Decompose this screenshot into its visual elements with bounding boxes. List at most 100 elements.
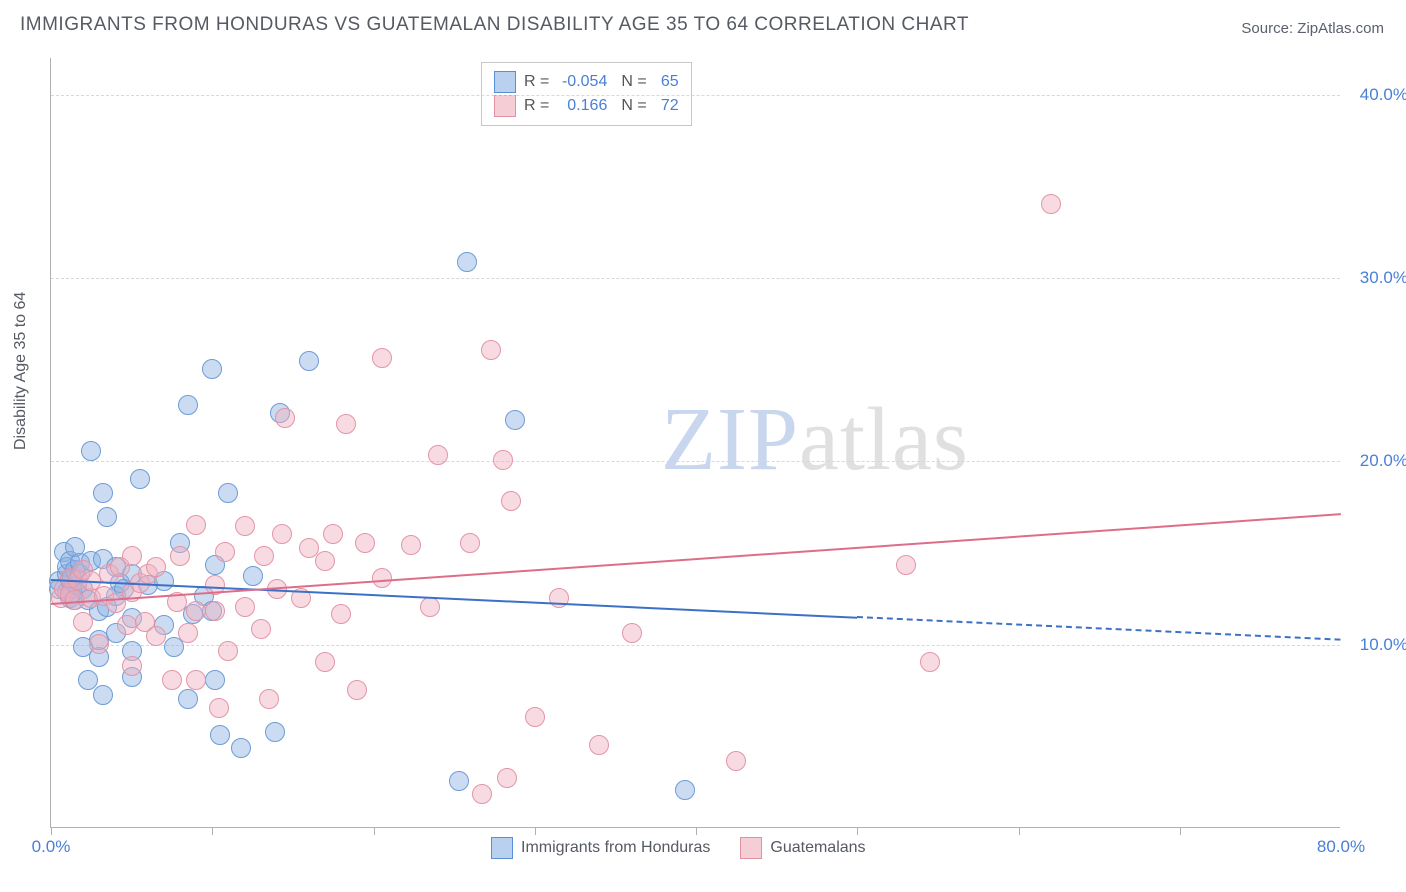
data-point (170, 546, 190, 566)
watermark-zip: ZIP (661, 390, 799, 489)
data-point (896, 555, 916, 575)
x-tick (535, 827, 536, 835)
n-label: N = (621, 73, 646, 91)
x-tick (1180, 827, 1181, 835)
x-tick (51, 827, 52, 835)
data-point (497, 768, 517, 788)
x-tick (857, 827, 858, 835)
source-link[interactable]: ZipAtlas.com (1297, 20, 1384, 37)
r-label: R = (524, 97, 549, 115)
data-point (218, 641, 238, 661)
data-point (449, 771, 469, 791)
source-attribution: Source: ZipAtlas.com (1241, 20, 1384, 37)
data-point (122, 656, 142, 676)
data-point (210, 725, 230, 745)
watermark-atlas: atlas (799, 390, 969, 489)
data-point (89, 634, 109, 654)
x-tick (374, 827, 375, 835)
data-point (73, 612, 93, 632)
legend-label: Immigrants from Honduras (521, 839, 710, 857)
data-point (428, 445, 448, 465)
r-value: -0.054 (557, 73, 607, 91)
data-point (231, 738, 251, 758)
x-tick (696, 827, 697, 835)
legend-swatch (491, 837, 513, 859)
data-point (178, 395, 198, 415)
data-point (481, 340, 501, 360)
data-point (146, 557, 166, 577)
data-point (726, 751, 746, 771)
x-tick (1019, 827, 1020, 835)
data-point (93, 483, 113, 503)
data-point (130, 469, 150, 489)
data-point (525, 707, 545, 727)
trend-line (857, 616, 1341, 641)
data-point (372, 568, 392, 588)
data-point (93, 685, 113, 705)
data-point (622, 623, 642, 643)
n-label: N = (621, 97, 646, 115)
data-point (259, 689, 279, 709)
data-point (164, 637, 184, 657)
data-point (205, 601, 225, 621)
data-point (122, 546, 142, 566)
data-point (117, 615, 137, 635)
data-point (315, 652, 335, 672)
scatter-chart: ZIPatlas R =-0.054N =65R =0.166N =72 Imm… (50, 58, 1340, 828)
x-tick-label: 80.0% (1317, 837, 1365, 857)
data-point (254, 546, 274, 566)
data-point (265, 722, 285, 742)
r-value: 0.166 (557, 97, 607, 115)
watermark: ZIPatlas (661, 388, 969, 491)
data-point (675, 780, 695, 800)
gridline (51, 278, 1340, 279)
data-point (146, 626, 166, 646)
legend-swatch (494, 95, 516, 117)
data-point (243, 566, 263, 586)
legend-swatch (494, 71, 516, 93)
y-tick-label: 10.0% (1360, 635, 1406, 655)
legend-item: Guatemalans (740, 837, 865, 859)
data-point (178, 689, 198, 709)
data-point (920, 652, 940, 672)
series-legend: Immigrants from Honduras Guatemalans (491, 837, 866, 859)
data-point (202, 359, 222, 379)
data-point (355, 533, 375, 553)
data-point (347, 680, 367, 700)
data-point (205, 670, 225, 690)
gridline (51, 461, 1340, 462)
data-point (275, 408, 295, 428)
data-point (235, 597, 255, 617)
x-tick-label: 0.0% (32, 837, 71, 857)
data-point (218, 483, 238, 503)
data-point (186, 601, 206, 621)
data-point (460, 533, 480, 553)
data-point (420, 597, 440, 617)
data-point (251, 619, 271, 639)
source-prefix: Source: (1241, 20, 1297, 37)
gridline (51, 95, 1340, 96)
data-point (186, 670, 206, 690)
data-point (162, 670, 182, 690)
data-point (1041, 194, 1061, 214)
data-point (401, 535, 421, 555)
data-point (186, 515, 206, 535)
gridline (51, 645, 1340, 646)
data-point (215, 542, 235, 562)
n-value: 72 (655, 97, 679, 115)
data-point (457, 252, 477, 272)
legend-item: Immigrants from Honduras (491, 837, 710, 859)
r-label: R = (524, 73, 549, 91)
legend-swatch (740, 837, 762, 859)
y-tick-label: 30.0% (1360, 268, 1406, 288)
x-tick (212, 827, 213, 835)
legend-row: R = 0.166 N = 72 (494, 95, 679, 117)
data-point (235, 516, 255, 536)
data-point (272, 524, 292, 544)
data-point (501, 491, 521, 511)
data-point (472, 784, 492, 804)
y-tick-label: 40.0% (1360, 85, 1406, 105)
data-point (372, 348, 392, 368)
data-point (336, 414, 356, 434)
y-tick-label: 20.0% (1360, 451, 1406, 471)
